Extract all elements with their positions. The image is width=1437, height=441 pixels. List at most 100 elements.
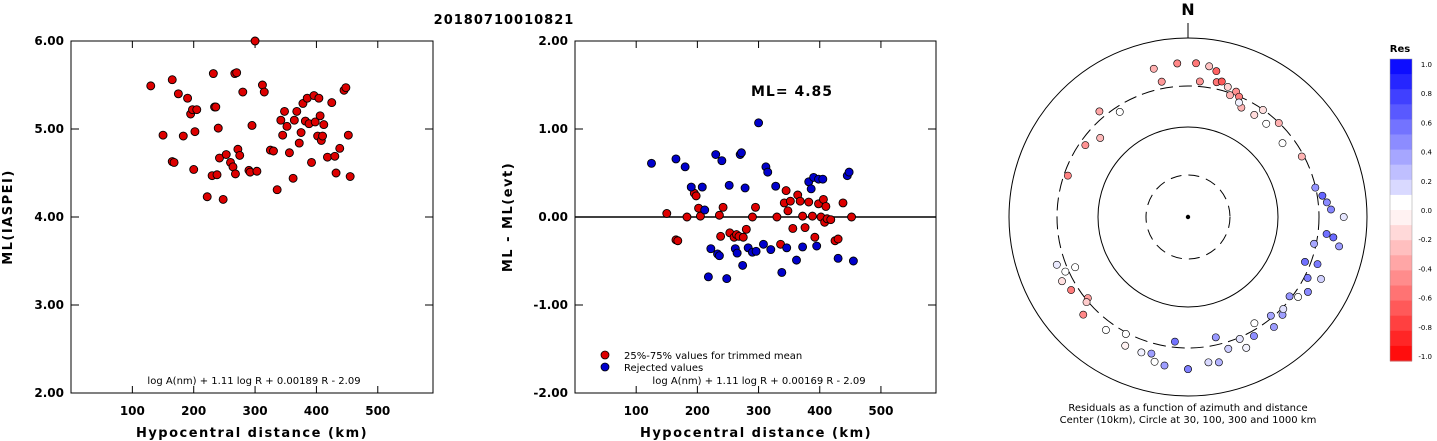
page-title: 20180710010821 (434, 13, 575, 28)
data-point (230, 169, 240, 179)
colorbar-cell (1390, 330, 1412, 347)
data-point (781, 186, 791, 196)
residual-point (1297, 152, 1306, 161)
residual-point (1081, 141, 1090, 150)
panel-ml-vs-distance: 100 200 300 400 500 2.00 3.00 4.00 5.00 6.00 Hypo… (1, 34, 434, 441)
residual-point (1294, 293, 1302, 301)
residual-point (1149, 64, 1158, 73)
legend-marker-trimmed (600, 350, 610, 360)
colorbar-cell (1390, 74, 1412, 90)
data-point (235, 150, 245, 160)
residual-point (1250, 319, 1259, 328)
axis0-ytick-label: 4.00 (34, 210, 64, 224)
residual-point (1266, 311, 1275, 320)
data-point (208, 69, 218, 79)
data-point (296, 128, 306, 137)
axis1-ytick-label: 0.00 (538, 210, 568, 224)
axis0-xtick-label: 400 (304, 404, 329, 418)
data-point (738, 232, 748, 242)
colorbar-tick-label: 0.4 (1421, 149, 1433, 157)
data-point (259, 87, 269, 97)
data-point (167, 75, 177, 85)
colorbar-cells (1389, 58, 1413, 362)
colorbar: Res 1.0 0.8 0.6 0.4 0.2 0.0 -0.2 -0.4 -0.6 -0.8 -1… (1389, 44, 1433, 362)
data-points-2 (647, 118, 858, 284)
colorbar-cell (1390, 285, 1412, 302)
data-point (722, 274, 732, 284)
colorbar-cell (1390, 164, 1412, 181)
residual-point (1217, 77, 1226, 86)
data-point (714, 251, 724, 261)
colorbar-cell (1390, 194, 1412, 211)
residual-point (1195, 77, 1204, 86)
data-point (190, 127, 200, 137)
residual-point (1242, 343, 1251, 352)
colorbar-cell (1390, 134, 1412, 151)
residual-point (1204, 358, 1213, 367)
data-point (697, 182, 707, 192)
data-point (818, 174, 828, 184)
data-point (812, 241, 822, 251)
axis1-ytick-label: -2.00 (533, 386, 568, 400)
residual-point (1102, 326, 1110, 334)
data-point (189, 165, 199, 174)
data-point (647, 158, 656, 168)
colorbar-cell (1390, 270, 1412, 286)
ring-300km (1056, 85, 1320, 349)
data-point (158, 130, 168, 140)
data-point (282, 121, 292, 131)
axis0-xtick-label: 300 (243, 404, 268, 418)
axis1-ytick-label: -1.00 (533, 298, 568, 312)
data-point (810, 232, 820, 242)
center-dot (1185, 214, 1191, 220)
data-point (740, 183, 750, 193)
residual-point (1058, 277, 1066, 286)
data-point (680, 162, 690, 172)
residual-point (1322, 230, 1331, 238)
data-point (307, 157, 316, 167)
data-point (777, 267, 787, 277)
data-point (800, 223, 810, 233)
data-point (327, 98, 337, 108)
residual-point (1301, 258, 1309, 266)
ring-100km (1097, 126, 1279, 308)
ring-30km (1145, 174, 1231, 260)
formula-1: log A(nm) + 1.11 log R + 0.00189 R - 2.0… (147, 376, 360, 387)
axis1-ytick-label: 1.00 (538, 122, 568, 136)
colorbar-tick-label: 0.6 (1421, 119, 1433, 127)
axis0-xtick-label: 200 (181, 404, 206, 418)
data-point (700, 205, 710, 215)
data-point (717, 156, 727, 166)
data-point (202, 192, 212, 202)
legend: 25%-75% values for trimmed mean Rejected… (600, 350, 802, 374)
residual-point (1303, 274, 1312, 282)
residual-point (1285, 292, 1294, 301)
data-point (218, 194, 228, 204)
residual-point (1226, 91, 1234, 100)
data-points-3 (1052, 59, 1348, 374)
data-point (294, 138, 304, 148)
data-point (782, 243, 792, 253)
north-label: N (1181, 0, 1194, 19)
residual-point (1327, 205, 1335, 214)
data-point (345, 172, 355, 181)
colorbar-cell (1390, 255, 1412, 271)
caption-line-1: Residuals as a function of azimuth and d… (1068, 403, 1307, 414)
data-point (323, 152, 332, 162)
axis0-xtick-label: 100 (120, 404, 145, 418)
data-point (847, 212, 857, 222)
data-point (848, 256, 858, 266)
residual-point (1212, 67, 1221, 76)
data-point (772, 212, 782, 222)
axis1-xtick-label: 200 (685, 404, 710, 418)
x-axis-label-1: Hypocentral distance (km) (136, 426, 368, 441)
data-point (771, 181, 781, 191)
residual-point (1115, 108, 1124, 116)
y-axis-label-1: ML(IASPEI) (1, 169, 16, 265)
colorbar-tick-label: -0.2 (1418, 236, 1432, 244)
residual-point (1278, 139, 1287, 148)
data-point (826, 215, 836, 225)
residual-point (1318, 191, 1327, 200)
data-point (252, 166, 262, 176)
